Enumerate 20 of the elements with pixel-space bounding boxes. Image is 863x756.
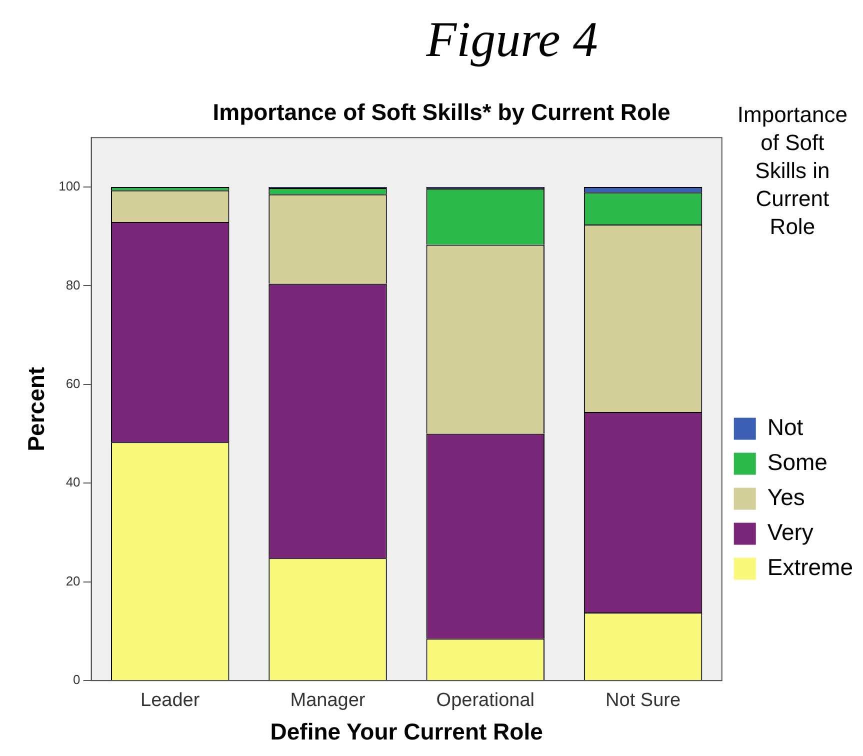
caption: Figure 4 (425, 11, 598, 68)
x-tick-label: Leader (140, 690, 200, 712)
x-tick-label: Not Sure (606, 690, 681, 712)
y-tick-label: 80 (66, 277, 80, 292)
legend-label: Some (767, 449, 828, 476)
y-tick-label: 40 (66, 474, 80, 490)
y-axis-title: Percent (23, 366, 50, 452)
y-tick-label: 100 (58, 178, 80, 194)
legend-label: Not (767, 414, 804, 440)
legend-label: Yes (767, 484, 805, 510)
y-tick-label: 60 (66, 376, 80, 391)
legend-label: Very (767, 519, 814, 546)
chart-title: Importance of Soft Skills* by Current Role (212, 99, 670, 126)
legend-label: Extreme (767, 554, 854, 580)
x-tick-label: Operational (436, 690, 535, 712)
x-tick-label: Manager (290, 690, 366, 712)
y-tick-label: 20 (66, 573, 80, 588)
y-tick-label: 0 (73, 672, 80, 688)
legend-title: Importance of Soft Skills in Current Role (737, 102, 848, 239)
x-axis-title: Define Your Current Role (270, 718, 543, 745)
